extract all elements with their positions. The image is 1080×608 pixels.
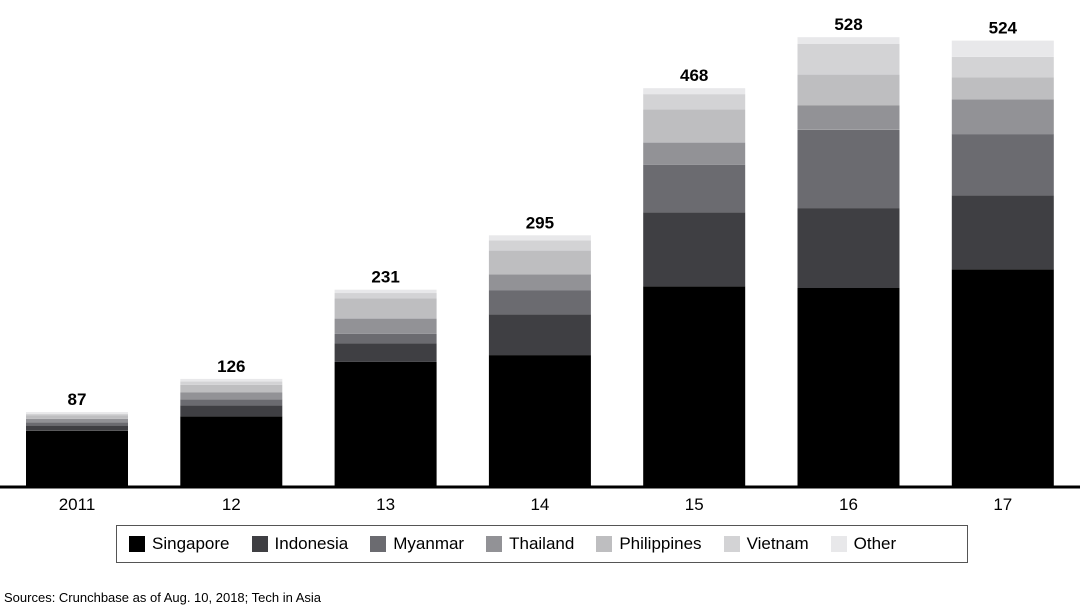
legend-swatch xyxy=(486,536,503,552)
x-tick-labels-group: 2011 12 13 14 15 16 17 xyxy=(59,495,1013,514)
bar-segment-indonesia-5 xyxy=(797,208,900,288)
bar-segment-philippines-1 xyxy=(180,384,283,393)
legend-label: Singapore xyxy=(152,534,230,553)
total-labels-group: 87 126 231 295 468 528 524 xyxy=(68,15,1018,409)
bar-segment-philippines-5 xyxy=(797,74,900,106)
bar-segment-philippines-4 xyxy=(643,109,746,143)
legend-item-indonesia: Indonesia xyxy=(251,534,349,554)
bar-segment-vietnam-1 xyxy=(180,381,283,385)
total-label-3: 295 xyxy=(526,213,554,232)
x-tick-label-3: 14 xyxy=(530,495,549,514)
bar-segment-indonesia-1 xyxy=(180,405,283,417)
legend-label: Philippines xyxy=(619,534,702,553)
total-label-1: 126 xyxy=(217,357,245,376)
source-note: Sources: Crunchbase as of Aug. 10, 2018;… xyxy=(4,590,322,605)
bar-segment-indonesia-0 xyxy=(26,425,128,431)
bar-segment-myanmar-2 xyxy=(334,333,437,344)
bar-segment-vietnam-2 xyxy=(334,293,437,299)
legend-item-myanmar: Myanmar xyxy=(370,534,464,554)
bar-segment-indonesia-2 xyxy=(334,343,437,362)
legend-item-singapore: Singapore xyxy=(129,534,230,554)
legend-swatch xyxy=(251,536,268,552)
bar-segment-philippines-3 xyxy=(488,250,591,275)
x-tick-label-0: 2011 xyxy=(59,495,96,514)
legend-swatch xyxy=(830,536,847,552)
bar-segment-vietnam-0 xyxy=(26,413,128,416)
bar-segment-singapore-5 xyxy=(797,288,900,486)
legend-label: Myanmar xyxy=(393,534,465,553)
bar-segment-other-3 xyxy=(488,235,591,241)
bar-segment-other-1 xyxy=(180,378,283,382)
bar-segment-philippines-6 xyxy=(951,77,1054,100)
bar-segment-other-2 xyxy=(334,289,437,294)
x-tick-label-6: 17 xyxy=(993,495,1012,514)
bar-segment-singapore-3 xyxy=(488,355,591,486)
legend-swatch xyxy=(129,536,145,552)
bar-segment-thailand-4 xyxy=(643,142,746,165)
bar-segment-thailand-1 xyxy=(180,392,283,400)
bar-segment-philippines-2 xyxy=(334,298,437,319)
x-tick-label-4: 15 xyxy=(685,495,704,514)
bar-segment-other-6 xyxy=(951,40,1054,57)
legend-item-philippines: Philippines xyxy=(596,534,702,554)
bar-segment-other-0 xyxy=(26,412,128,414)
bar-segment-other-5 xyxy=(797,37,900,44)
bar-segment-indonesia-3 xyxy=(488,314,591,356)
bar-segment-singapore-4 xyxy=(643,286,746,487)
bar-segment-singapore-0 xyxy=(26,430,128,487)
x-tick-label-1: 12 xyxy=(222,495,241,514)
bar-segment-myanmar-3 xyxy=(488,290,591,315)
bar-segment-thailand-0 xyxy=(26,418,128,423)
legend-label: Vietnam xyxy=(746,534,809,553)
legend-item-thailand: Thailand xyxy=(486,534,574,554)
legend-item-vietnam: Vietnam xyxy=(723,534,809,554)
bars-group xyxy=(26,37,1054,487)
legend-swatch xyxy=(370,536,387,552)
bar-segment-vietnam-3 xyxy=(488,240,591,251)
bar-segment-myanmar-0 xyxy=(26,422,128,426)
bar-segment-indonesia-6 xyxy=(951,195,1054,270)
legend: Singapore Indonesia Myanmar Thailand Philipp… xyxy=(116,525,968,563)
bar-segment-myanmar-1 xyxy=(180,399,283,406)
legend-swatch xyxy=(723,536,740,552)
bar-segment-vietnam-5 xyxy=(797,44,900,75)
bar-segment-singapore-2 xyxy=(334,361,437,486)
bar-segment-thailand-3 xyxy=(488,274,591,291)
bar-segment-myanmar-4 xyxy=(643,164,746,213)
bar-segment-philippines-0 xyxy=(26,415,128,419)
bar-segment-thailand-6 xyxy=(951,99,1054,135)
bar-segment-thailand-2 xyxy=(334,318,437,334)
stacked-bar-chart: 87 126 231 295 468 528 524 2011 12 13 14 15 16 17 xyxy=(0,15,1080,514)
bar-segment-other-4 xyxy=(643,88,746,95)
bar-segment-myanmar-5 xyxy=(797,129,900,209)
x-tick-label-5: 16 xyxy=(839,495,858,514)
bar-segment-thailand-5 xyxy=(797,105,900,130)
total-label-0: 87 xyxy=(68,390,87,409)
bar-segment-vietnam-6 xyxy=(951,56,1054,78)
bar-segment-singapore-1 xyxy=(180,416,283,486)
total-label-4: 468 xyxy=(680,66,708,85)
x-tick-label-2: 13 xyxy=(376,495,395,514)
legend-item-other: Other xyxy=(830,534,897,554)
legend-swatch xyxy=(596,536,613,552)
legend-label: Other xyxy=(853,534,897,553)
bar-segment-singapore-6 xyxy=(951,269,1054,487)
total-label-5: 528 xyxy=(834,15,862,34)
bar-segment-indonesia-4 xyxy=(643,212,746,287)
bar-segment-myanmar-6 xyxy=(951,134,1054,196)
legend-label: Indonesia xyxy=(274,534,349,553)
total-label-2: 231 xyxy=(371,268,399,287)
total-label-6: 524 xyxy=(989,19,1018,38)
legend-label: Thailand xyxy=(509,534,575,553)
bar-segment-vietnam-4 xyxy=(643,94,746,110)
